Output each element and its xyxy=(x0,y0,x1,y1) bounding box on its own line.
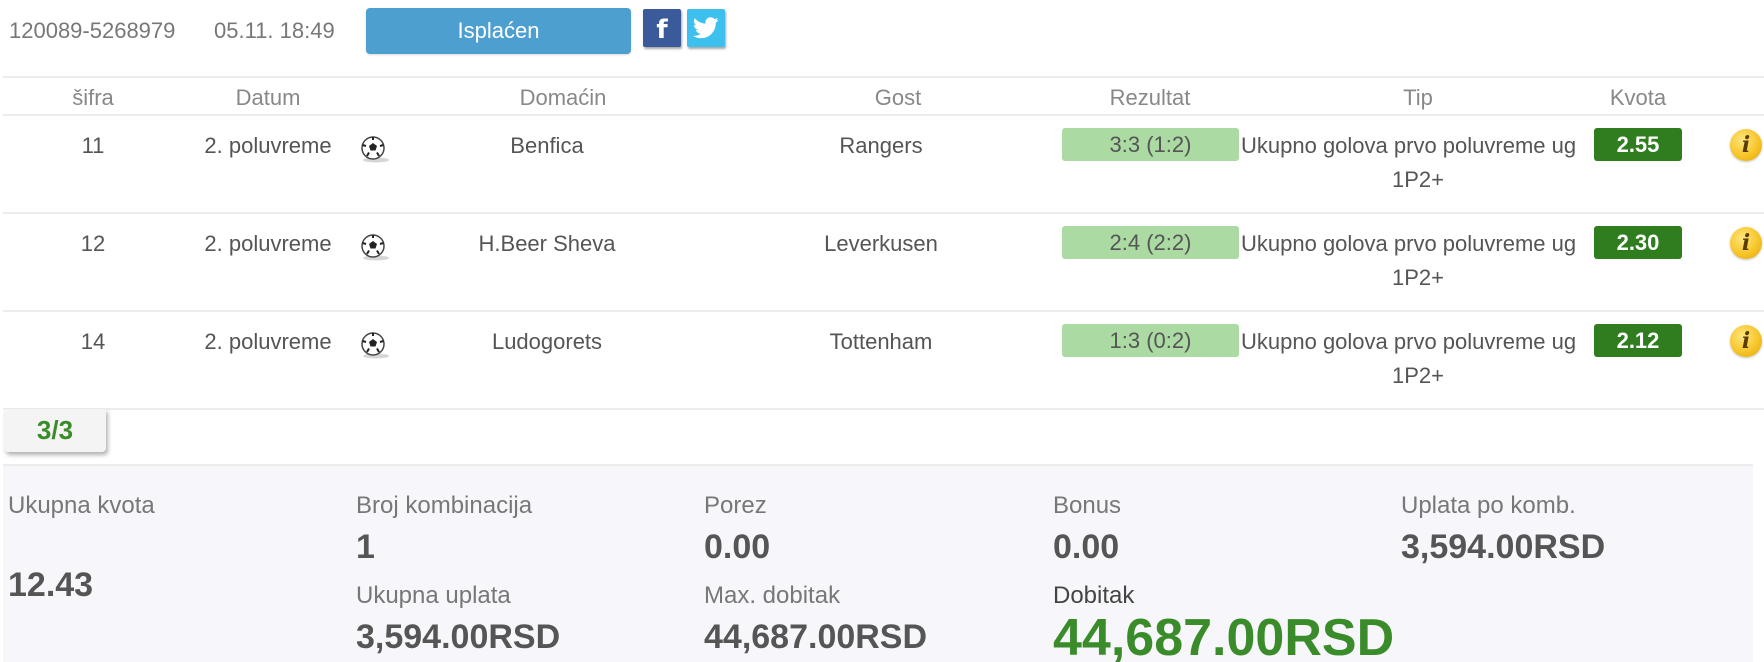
twitter-share-button[interactable] xyxy=(687,9,725,47)
info-icon: i xyxy=(1741,131,1751,158)
winning-count-badge: 3/3 xyxy=(4,409,106,452)
tax-label: Porez xyxy=(704,492,767,519)
info-button[interactable]: i xyxy=(1730,227,1762,259)
info-button[interactable]: i xyxy=(1730,129,1762,161)
result-badge: 1:3 (0:2) xyxy=(1062,324,1239,357)
tip-name: Ukupno golova prvo poluvreme ug xyxy=(1241,133,1577,158)
col-header-odds: Kvota xyxy=(1609,85,1667,110)
total-stake-value: 3,594.00RSD xyxy=(356,618,561,656)
col-header-away: Gost xyxy=(874,85,922,110)
col-header-code: šifra xyxy=(72,85,114,110)
bet-table: šifra Datum Domaćin Gost Rezultat Tip Kv… xyxy=(3,76,1764,410)
ticket-summary: Ukupna kvota 12.43 Broj kombinacija 1 Uk… xyxy=(3,464,1753,662)
soccer-ball-icon xyxy=(361,332,389,359)
odd-badge: 2.30 xyxy=(1594,226,1682,259)
tax-value: 0.00 xyxy=(704,528,771,566)
tip-code: 1P2+ xyxy=(1392,167,1444,192)
twitter-icon xyxy=(693,17,719,39)
total-stake-label: Ukupna uplata xyxy=(356,582,511,609)
soccer-ball-icon xyxy=(361,136,389,163)
away-team: Rangers xyxy=(839,133,923,158)
home-team: Ludogorets xyxy=(491,329,603,354)
info-icon: i xyxy=(1741,229,1751,256)
result-badge: 2:4 (2:2) xyxy=(1062,226,1239,259)
total-odds-value: 12.43 xyxy=(8,566,94,604)
combinations-label: Broj kombinacija xyxy=(356,492,533,519)
win-value: 44,687.00RSD xyxy=(1053,609,1395,662)
ticket-id: 120089-5268979 xyxy=(9,18,176,43)
result-badge: 3:3 (1:2) xyxy=(1062,128,1239,161)
tip-name: Ukupno golova prvo poluvreme ug xyxy=(1241,329,1577,354)
combinations-value: 1 xyxy=(356,528,375,566)
stake-per-combination-label: Uplata po komb. xyxy=(1401,492,1576,519)
col-header-date: Datum xyxy=(235,85,301,110)
col-header-home: Domaćin xyxy=(519,85,607,110)
home-team: H.Beer Sheva xyxy=(478,231,616,256)
soccer-ball-icon xyxy=(361,234,389,261)
match-period: 2. poluvreme xyxy=(204,133,332,158)
facebook-icon: f xyxy=(656,15,668,45)
stake-per-combination-value: 3,594.00RSD xyxy=(1401,528,1606,566)
total-odds-label: Ukupna kvota xyxy=(8,492,155,519)
away-team: Leverkusen xyxy=(824,231,938,256)
match-period: 2. poluvreme xyxy=(204,231,332,256)
match-code: 11 xyxy=(81,133,105,158)
max-win-label: Max. dobitak xyxy=(704,582,841,609)
away-team: Tottenham xyxy=(829,329,933,354)
odd-badge: 2.55 xyxy=(1594,128,1682,161)
odd-badge: 2.12 xyxy=(1594,324,1682,357)
ticket-header: 120089-5268979 05.11. 18:49 Isplaćen f xyxy=(0,0,1764,66)
info-icon: i xyxy=(1741,327,1751,354)
table-row: 12 2. poluvreme H.Beer Sheva Leverkusen … xyxy=(3,214,1764,312)
bonus-label: Bonus xyxy=(1053,492,1122,519)
home-team: Benfica xyxy=(510,133,584,158)
ticket-date: 05.11. 18:49 xyxy=(214,18,335,43)
match-code: 14 xyxy=(80,329,106,354)
table-header: šifra Datum Domaćin Gost Rezultat Tip Kv… xyxy=(3,76,1764,116)
tip-code: 1P2+ xyxy=(1392,363,1444,388)
col-header-tip: Tip xyxy=(1403,85,1433,110)
win-label: Dobitak xyxy=(1053,582,1135,609)
facebook-share-button[interactable]: f xyxy=(643,9,681,47)
max-win-value: 44,687.00RSD xyxy=(704,618,928,656)
info-button[interactable]: i xyxy=(1730,325,1762,357)
col-header-result: Rezultat xyxy=(1109,85,1191,110)
status-button[interactable]: Isplaćen xyxy=(366,8,631,54)
bonus-value: 0.00 xyxy=(1053,528,1120,566)
table-row: 14 2. poluvreme Ludogorets Tottenham 1:3… xyxy=(3,312,1764,410)
tip-name: Ukupno golova prvo poluvreme ug xyxy=(1241,231,1577,256)
match-code: 12 xyxy=(80,231,106,256)
match-period: 2. poluvreme xyxy=(204,329,332,354)
table-row: 11 2. poluvreme Benfica Rangers 3:3 (1:2… xyxy=(3,116,1764,214)
tip-code: 1P2+ xyxy=(1392,265,1444,290)
